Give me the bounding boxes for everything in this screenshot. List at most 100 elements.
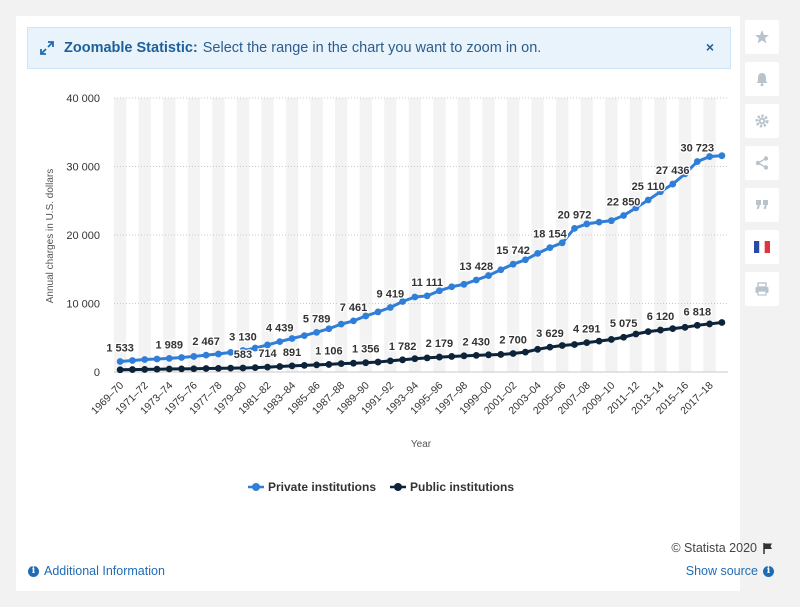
data-point[interactable] bbox=[362, 312, 370, 320]
data-point[interactable] bbox=[448, 353, 456, 360]
favorite-button[interactable] bbox=[745, 20, 779, 54]
data-point[interactable] bbox=[546, 343, 554, 351]
data-point[interactable] bbox=[436, 287, 443, 295]
data-point[interactable] bbox=[571, 341, 578, 348]
data-point[interactable] bbox=[374, 358, 382, 366]
data-point[interactable] bbox=[509, 350, 517, 357]
data-point[interactable] bbox=[657, 326, 664, 334]
data-point[interactable] bbox=[423, 354, 431, 362]
data-point[interactable] bbox=[239, 364, 247, 372]
data-point[interactable] bbox=[657, 188, 664, 196]
data-point[interactable] bbox=[350, 359, 357, 367]
data-point[interactable] bbox=[399, 298, 406, 305]
data-point[interactable] bbox=[706, 153, 713, 160]
data-point[interactable] bbox=[485, 272, 492, 279]
data-point[interactable] bbox=[165, 354, 173, 362]
data-point[interactable] bbox=[571, 224, 578, 232]
data-point[interactable] bbox=[460, 280, 468, 288]
data-point[interactable] bbox=[386, 357, 394, 365]
data-point[interactable] bbox=[325, 361, 333, 368]
close-banner-button[interactable]: × bbox=[705, 39, 714, 55]
data-point[interactable] bbox=[264, 341, 271, 349]
data-point[interactable] bbox=[521, 348, 529, 356]
data-point[interactable] bbox=[534, 249, 542, 257]
data-point[interactable] bbox=[165, 365, 173, 373]
data-point[interactable] bbox=[227, 348, 235, 356]
data-point[interactable] bbox=[632, 330, 640, 338]
data-point[interactable] bbox=[558, 342, 566, 349]
data-point[interactable] bbox=[693, 158, 701, 165]
data-point[interactable] bbox=[509, 260, 517, 268]
notification-button[interactable] bbox=[745, 62, 779, 96]
data-point[interactable] bbox=[116, 366, 124, 374]
data-point[interactable] bbox=[521, 256, 529, 264]
data-point[interactable] bbox=[583, 339, 591, 347]
data-point[interactable] bbox=[300, 332, 308, 339]
data-point[interactable] bbox=[472, 276, 480, 284]
data-point[interactable] bbox=[288, 335, 296, 342]
data-point[interactable] bbox=[214, 350, 222, 358]
data-point[interactable] bbox=[706, 320, 713, 328]
data-point[interactable] bbox=[620, 212, 628, 219]
data-point[interactable] bbox=[374, 308, 382, 316]
data-point[interactable] bbox=[129, 366, 136, 373]
data-point[interactable] bbox=[497, 351, 505, 358]
data-point[interactable] bbox=[669, 325, 677, 332]
data-point[interactable] bbox=[546, 244, 554, 252]
data-point[interactable] bbox=[190, 353, 198, 360]
show-source-link[interactable]: Show source i bbox=[686, 564, 774, 578]
data-point[interactable] bbox=[411, 355, 419, 363]
data-point[interactable] bbox=[595, 218, 603, 226]
data-point[interactable] bbox=[276, 338, 284, 345]
data-point[interactable] bbox=[214, 364, 222, 372]
print-button[interactable] bbox=[745, 272, 779, 306]
data-point[interactable] bbox=[313, 361, 321, 369]
data-point[interactable] bbox=[448, 283, 456, 291]
data-point[interactable] bbox=[325, 325, 333, 333]
legend-item[interactable]: Public institutions bbox=[390, 480, 514, 494]
data-point[interactable] bbox=[129, 357, 136, 364]
data-point[interactable] bbox=[681, 323, 689, 331]
data-point[interactable] bbox=[251, 344, 259, 352]
data-point[interactable] bbox=[178, 365, 185, 373]
data-point[interactable] bbox=[460, 352, 468, 360]
data-point[interactable] bbox=[350, 317, 357, 325]
data-point[interactable] bbox=[141, 366, 149, 373]
data-point[interactable] bbox=[337, 360, 345, 368]
data-point[interactable] bbox=[436, 353, 443, 361]
data-point[interactable] bbox=[362, 359, 370, 367]
data-point[interactable] bbox=[620, 333, 628, 341]
legend-item[interactable]: Private institutions bbox=[248, 480, 376, 494]
data-point[interactable] bbox=[497, 266, 505, 274]
data-point[interactable] bbox=[116, 358, 124, 365]
data-point[interactable] bbox=[288, 362, 296, 370]
data-point[interactable] bbox=[227, 364, 235, 372]
data-point[interactable] bbox=[141, 356, 149, 363]
data-point[interactable] bbox=[411, 293, 419, 301]
data-point[interactable] bbox=[534, 345, 542, 353]
data-point[interactable] bbox=[681, 170, 689, 178]
data-point[interactable] bbox=[399, 356, 406, 364]
data-point[interactable] bbox=[644, 196, 652, 204]
data-point[interactable] bbox=[423, 292, 431, 300]
cite-button[interactable] bbox=[745, 188, 779, 222]
data-point[interactable] bbox=[472, 351, 480, 359]
data-point[interactable] bbox=[300, 361, 308, 369]
data-point[interactable] bbox=[632, 204, 640, 212]
data-point[interactable] bbox=[583, 220, 591, 228]
data-point[interactable] bbox=[607, 336, 615, 343]
data-point[interactable] bbox=[153, 355, 161, 363]
data-point[interactable] bbox=[239, 347, 247, 354]
data-point[interactable] bbox=[718, 152, 726, 160]
data-point[interactable] bbox=[264, 363, 271, 371]
data-point[interactable] bbox=[718, 319, 726, 326]
settings-button[interactable] bbox=[745, 104, 779, 138]
data-point[interactable] bbox=[202, 351, 210, 359]
data-point[interactable] bbox=[595, 337, 603, 345]
data-point[interactable] bbox=[485, 351, 492, 359]
data-point[interactable] bbox=[386, 304, 394, 311]
additional-information-link[interactable]: i Additional Information bbox=[28, 564, 165, 578]
data-point[interactable] bbox=[693, 321, 701, 329]
share-button[interactable] bbox=[745, 146, 779, 180]
data-point[interactable] bbox=[313, 328, 321, 336]
